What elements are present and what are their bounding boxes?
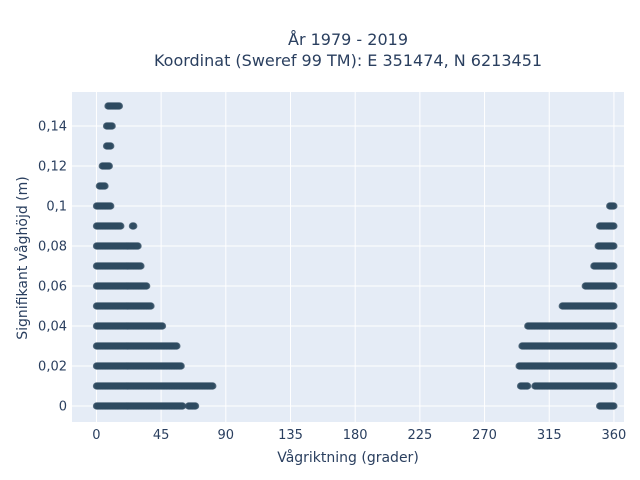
data-point xyxy=(143,282,151,290)
x-tick-label: 360 xyxy=(602,428,627,443)
plot-background xyxy=(72,92,624,422)
data-point xyxy=(105,162,113,170)
x-tick-label: 45 xyxy=(153,428,170,443)
y-tick-label: 0,12 xyxy=(38,160,67,175)
data-point xyxy=(179,402,187,410)
y-axis-label: Signifikant våghöjd (m) xyxy=(14,176,31,339)
y-tick-label: 0,04 xyxy=(38,320,67,335)
data-point xyxy=(209,382,217,390)
data-point xyxy=(524,382,532,390)
data-point xyxy=(610,242,618,250)
data-point xyxy=(610,262,618,270)
x-tick-label: 225 xyxy=(407,428,432,443)
y-tick-label: 0,08 xyxy=(38,240,67,255)
y-tick-label: 0,14 xyxy=(38,120,67,135)
data-point xyxy=(610,402,618,410)
y-tick-label: 0,06 xyxy=(38,280,67,295)
data-point xyxy=(117,222,125,230)
data-point xyxy=(610,342,618,350)
data-point xyxy=(173,342,181,350)
data-point xyxy=(610,322,618,330)
data-point xyxy=(130,222,138,230)
x-tick-label: 270 xyxy=(472,428,497,443)
data-point xyxy=(134,242,142,250)
x-tick-label: 90 xyxy=(218,428,235,443)
data-point xyxy=(610,302,618,310)
y-tick-label: 0,02 xyxy=(38,360,67,375)
data-points xyxy=(92,102,618,410)
data-point xyxy=(610,382,618,390)
x-axis-ticks: 0 45 90 135 180 225 270 315 360 xyxy=(92,428,626,443)
data-point xyxy=(101,182,109,190)
x-tick-label: 135 xyxy=(278,428,303,443)
chart-title-line-1: År 1979 - 2019 xyxy=(288,30,408,49)
y-axis-ticks: 0 0,02 0,04 0,06 0,08 0,1 0,12 0,14 xyxy=(38,120,67,415)
data-point xyxy=(107,202,115,210)
y-tick-label: 0,1 xyxy=(46,200,67,215)
data-point xyxy=(177,362,185,370)
data-point xyxy=(137,262,145,270)
data-point xyxy=(610,222,618,230)
x-tick-label: 315 xyxy=(537,428,562,443)
y-tick-label: 0 xyxy=(59,400,67,415)
x-tick-label: 180 xyxy=(343,428,368,443)
x-tick-label: 0 xyxy=(92,428,100,443)
data-point xyxy=(610,282,618,290)
chart-title-line-2: Koordinat (Sweref 99 TM): E 351474, N 62… xyxy=(154,51,542,70)
data-point xyxy=(108,122,116,130)
data-point xyxy=(610,362,618,370)
data-point xyxy=(610,202,618,210)
data-point xyxy=(192,402,200,410)
data-point xyxy=(147,302,155,310)
data-point xyxy=(107,142,115,150)
x-axis-label: Vågriktning (grader) xyxy=(277,449,419,466)
data-point xyxy=(115,102,124,110)
data-point xyxy=(158,322,167,330)
